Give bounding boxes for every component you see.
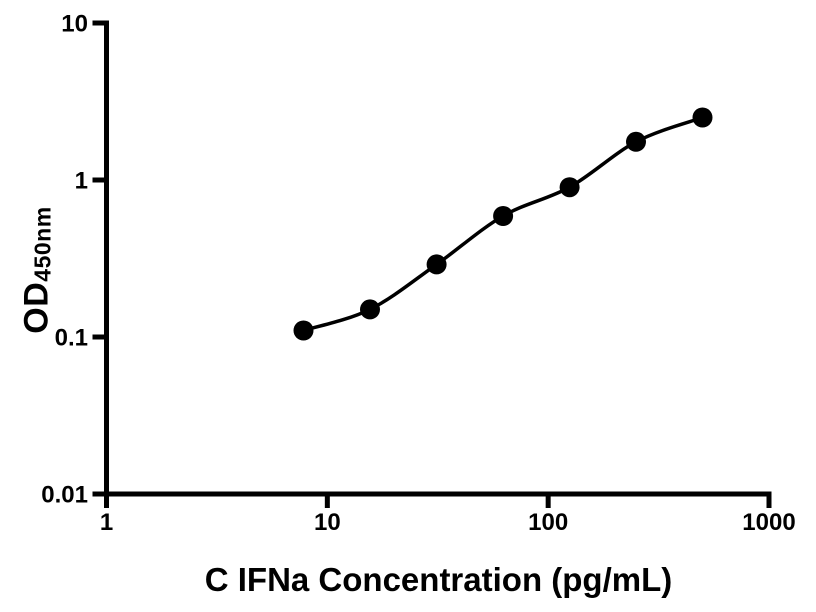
y-axis-title-subscript: 450nm xyxy=(29,206,56,282)
x-tick-label: 1 xyxy=(100,509,113,536)
data-point-6 xyxy=(692,107,713,128)
y-tick-label: 1 xyxy=(75,168,88,195)
data-point-0 xyxy=(293,320,314,341)
y-axis-title: OD450nm xyxy=(17,206,56,333)
x-axis-title: C IFNa Concentration (pg/mL) xyxy=(204,561,673,598)
y-tick-label: 0.01 xyxy=(41,482,88,509)
y-tick-label: 10 xyxy=(61,11,88,38)
x-tick-label: 10 xyxy=(314,509,341,536)
data-point-5 xyxy=(626,131,646,152)
y-tick-label: 0.1 xyxy=(55,325,88,352)
data-point-3 xyxy=(493,206,514,226)
x-tick-label: 100 xyxy=(528,509,568,536)
x-tick-label: 1000 xyxy=(742,509,795,536)
y-axis-title-main: OD xyxy=(17,281,56,334)
data-point-2 xyxy=(426,254,447,275)
data-point-4 xyxy=(559,177,580,198)
data-point-1 xyxy=(360,299,380,320)
